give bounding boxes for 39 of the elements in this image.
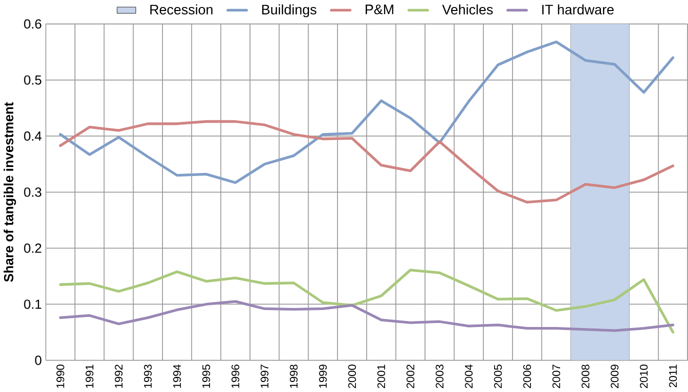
y-tick-label: 0.1	[24, 299, 42, 309]
x-tick-label: 2008	[582, 364, 590, 388]
x-tick-label: 1993	[144, 364, 152, 388]
x-tick-label: 2007	[552, 364, 560, 388]
x-tick-label: 2011	[669, 364, 677, 388]
x-tick-label: 2004	[464, 364, 473, 388]
x-tick-label: 1994	[173, 364, 181, 388]
x-tick-label: 2006	[523, 364, 531, 388]
x-tick-label: 1996	[232, 364, 240, 388]
y-tick-label: 0.3	[24, 187, 42, 197]
x-tick-label: 2002	[406, 364, 414, 388]
y-tick-label: 0	[35, 355, 42, 365]
y-tick-label: 0.5	[24, 75, 42, 85]
line-series	[59, 120, 674, 204]
legend-label: IT hardware	[542, 4, 614, 14]
x-tick-label: 2000	[348, 364, 356, 388]
legend-label: Buildings	[262, 4, 316, 18]
line-series	[59, 300, 674, 332]
x-tick-label: 1995	[202, 364, 210, 388]
x-tick-label: 1999	[319, 364, 327, 388]
x-tick-label: 2003	[436, 364, 444, 388]
x-tick-label: 2010	[640, 364, 648, 388]
y-tick-label: 0.6	[24, 19, 42, 28]
legend-label: P&M	[366, 4, 394, 14]
y-tick-label: 0.2	[24, 243, 42, 253]
line-series	[59, 40, 674, 184]
x-tick-label: 1990	[56, 364, 64, 388]
x-tick-label: 1991	[86, 364, 94, 388]
x-tick-label: 1998	[290, 364, 298, 388]
x-tick-label: 1997	[260, 364, 268, 388]
y-tick-label: 0.4	[24, 131, 42, 141]
legend-label: Recession	[150, 4, 212, 14]
y-axis-title: Share of tangible investment	[4, 102, 16, 282]
legend-label: Vehicles	[442, 4, 493, 14]
x-tick-label: 2009	[610, 364, 619, 388]
x-tick-label: 2001	[377, 364, 386, 388]
x-tick-label: 2005	[494, 364, 502, 388]
x-tick-label: 1992	[114, 364, 123, 388]
line-series	[59, 268, 674, 334]
